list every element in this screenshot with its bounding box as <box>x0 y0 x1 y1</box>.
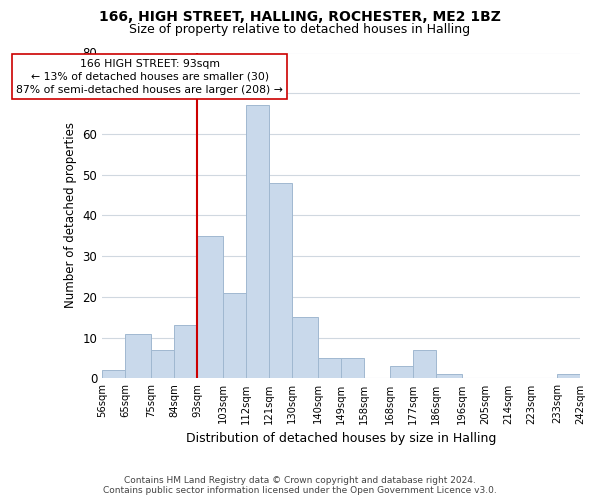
Bar <box>102 370 125 378</box>
Bar <box>269 183 292 378</box>
Text: 166, HIGH STREET, HALLING, ROCHESTER, ME2 1BZ: 166, HIGH STREET, HALLING, ROCHESTER, ME… <box>99 10 501 24</box>
Bar <box>341 358 364 378</box>
Text: 166 HIGH STREET: 93sqm
← 13% of detached houses are smaller (30)
87% of semi-det: 166 HIGH STREET: 93sqm ← 13% of detached… <box>16 58 283 95</box>
Bar <box>436 374 462 378</box>
Y-axis label: Number of detached properties: Number of detached properties <box>64 122 77 308</box>
Bar <box>292 318 318 378</box>
Bar <box>413 350 436 378</box>
Bar <box>390 366 413 378</box>
Bar <box>151 350 174 378</box>
Bar <box>557 374 580 378</box>
Bar <box>246 106 269 378</box>
Bar <box>125 334 151 378</box>
Bar <box>318 358 341 378</box>
Bar <box>223 293 246 378</box>
Text: Size of property relative to detached houses in Halling: Size of property relative to detached ho… <box>130 22 470 36</box>
Bar <box>174 326 197 378</box>
Bar <box>197 236 223 378</box>
Text: Contains HM Land Registry data © Crown copyright and database right 2024.
Contai: Contains HM Land Registry data © Crown c… <box>103 476 497 495</box>
X-axis label: Distribution of detached houses by size in Halling: Distribution of detached houses by size … <box>186 432 496 445</box>
